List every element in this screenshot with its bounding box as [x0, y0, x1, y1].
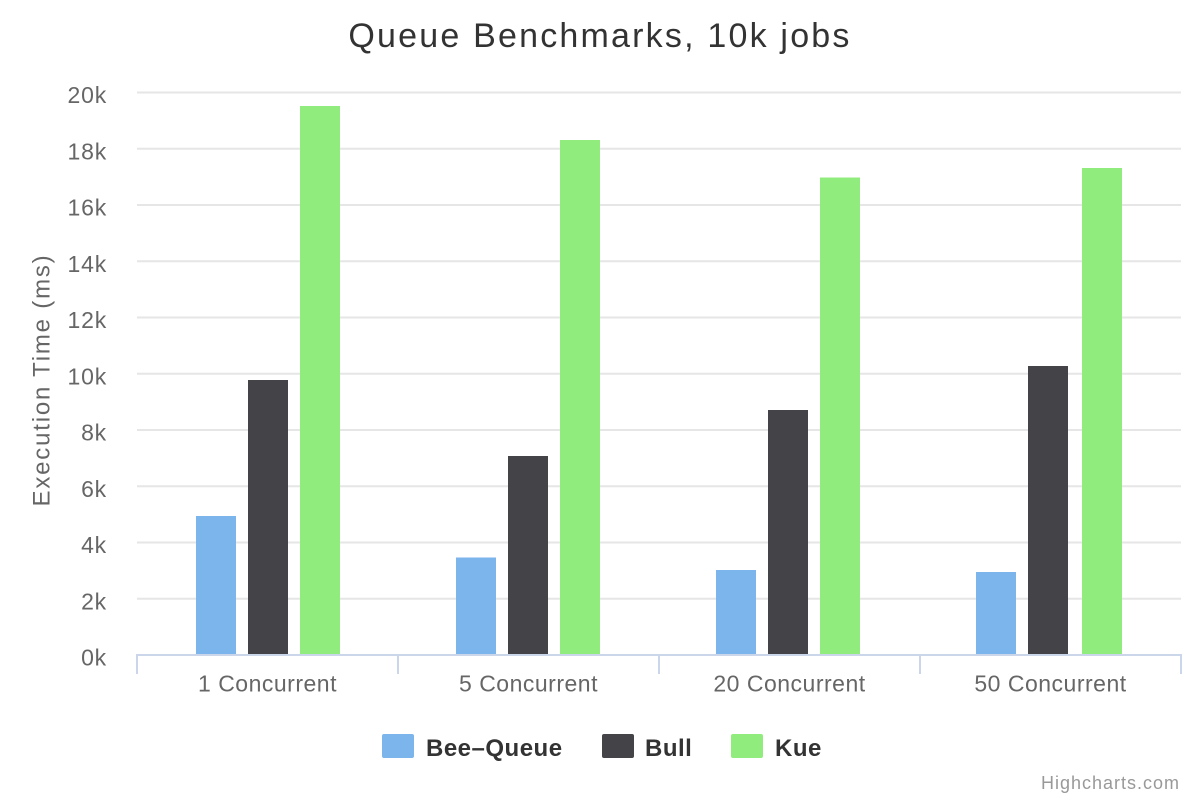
svg-text:1 Concurrent: 1 Concurrent [198, 671, 337, 697]
svg-text:2k: 2k [81, 588, 107, 614]
svg-text:Bull: Bull [645, 735, 692, 762]
svg-text:5 Concurrent: 5 Concurrent [459, 671, 598, 697]
svg-text:6k: 6k [81, 476, 107, 502]
svg-text:12k: 12k [68, 307, 107, 333]
svg-text:50 Concurrent: 50 Concurrent [974, 671, 1126, 697]
svg-text:4k: 4k [81, 532, 107, 558]
svg-text:20k: 20k [68, 82, 107, 108]
svg-text:Queue Benchmarks, 10k jobs: Queue Benchmarks, 10k jobs [348, 17, 851, 55]
svg-text:8k: 8k [81, 420, 107, 446]
svg-text:Bee–Queue: Bee–Queue [426, 735, 563, 762]
svg-text:16k: 16k [68, 195, 107, 221]
svg-text:10k: 10k [68, 363, 107, 389]
svg-text:Execution Time (ms): Execution Time (ms) [29, 254, 56, 507]
svg-text:20 Concurrent: 20 Concurrent [713, 671, 865, 697]
svg-text:0k: 0k [81, 645, 107, 671]
svg-text:Highcharts.com: Highcharts.com [1041, 773, 1180, 793]
svg-text:14k: 14k [68, 251, 107, 277]
svg-text:Kue: Kue [775, 735, 822, 762]
svg-text:18k: 18k [68, 138, 107, 164]
